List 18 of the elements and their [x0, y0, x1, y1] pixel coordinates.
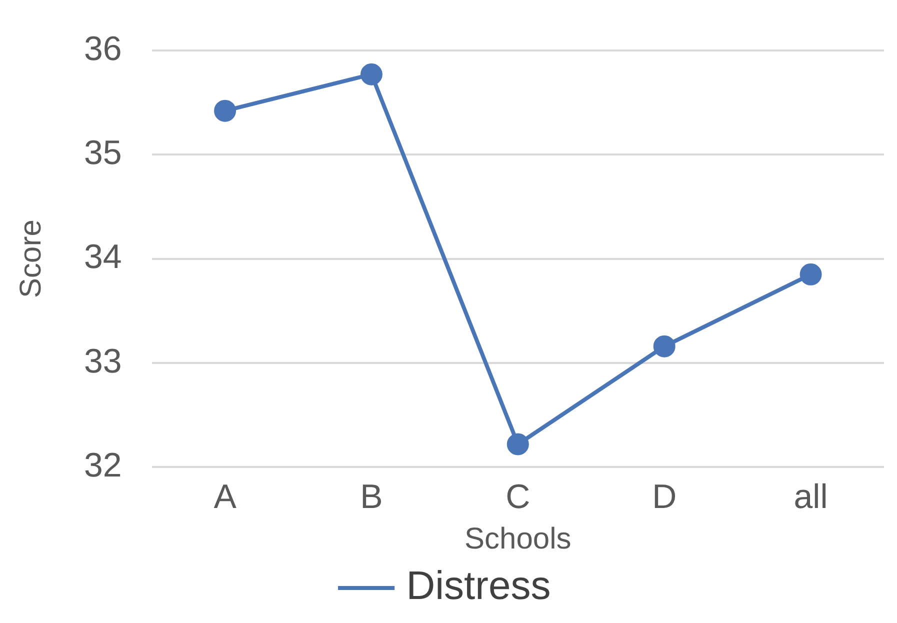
legend-label: Distress	[406, 564, 551, 608]
y-tick-label: 34	[84, 238, 122, 276]
y-tick-label: 36	[84, 30, 122, 68]
x-tick-label: B	[360, 478, 383, 516]
x-tick-label: A	[214, 478, 237, 516]
point	[506, 433, 529, 456]
y-axis-title: Score	[14, 220, 48, 298]
point	[653, 335, 676, 358]
x-tick-label: D	[652, 478, 677, 516]
x-axis-title: Schools	[464, 522, 572, 556]
y-tick-label: 33	[84, 342, 122, 380]
point	[214, 100, 236, 122]
y-tick-label: 35	[84, 134, 122, 172]
x-tick-label: all	[794, 478, 828, 516]
point	[800, 263, 822, 286]
y-tick-label: 32	[84, 446, 122, 485]
x-tick-label: C	[506, 478, 530, 516]
point	[360, 63, 382, 86]
